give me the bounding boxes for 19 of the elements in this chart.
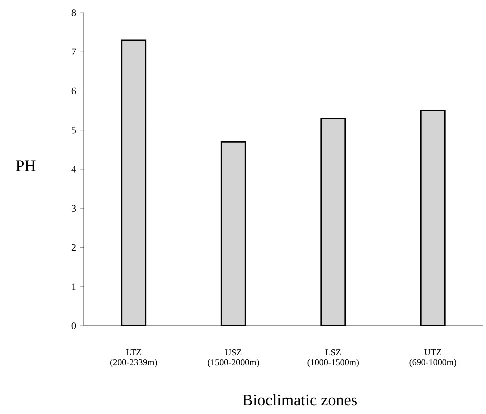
y-tick-label: 8 — [72, 10, 76, 16]
bar — [320, 118, 346, 326]
y-tick-label: 4 — [72, 166, 76, 173]
y-tick-label: 1 — [72, 284, 76, 290]
x-tick-label: UTZ (690-1000m) — [410, 350, 456, 368]
y-tick-label: 7 — [72, 48, 76, 56]
y-tick-label: 3 — [72, 205, 76, 212]
bar — [121, 40, 147, 326]
x-tick-label: LTZ (200-2339m) — [110, 350, 158, 368]
y-tick-label: 0 — [72, 322, 76, 330]
x-tick-label: USZ (1500-2000m) — [208, 350, 260, 368]
x-tick-label: LSZ (1000-1500m) — [308, 350, 359, 368]
y-tick-label: 5 — [72, 127, 76, 134]
bar — [220, 141, 246, 326]
bar — [420, 110, 446, 326]
y-tick-label: 6 — [72, 88, 76, 95]
y-tick-label: 2 — [72, 244, 76, 252]
y-axis-title: PH — [16, 160, 36, 172]
x-axis-title: Bioclimatic zones — [242, 394, 357, 406]
